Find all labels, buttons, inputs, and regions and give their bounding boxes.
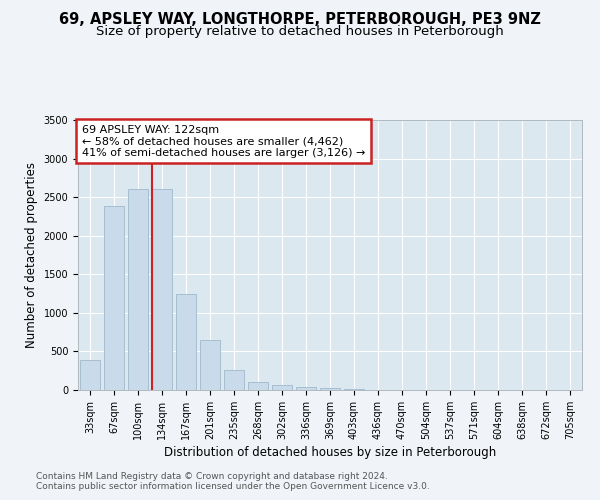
Bar	[272, 386, 292, 390]
Bar	[128, 188, 148, 390]
Text: Contains HM Land Registry data © Crown copyright and database right 2024.: Contains HM Land Registry data © Crown c…	[36, 472, 388, 481]
Bar	[200, 340, 220, 390]
Bar	[104, 206, 124, 390]
Bar	[296, 386, 316, 390]
Bar	[152, 188, 172, 390]
Bar	[248, 382, 268, 390]
Bar	[320, 388, 340, 390]
X-axis label: Distribution of detached houses by size in Peterborough: Distribution of detached houses by size …	[164, 446, 496, 459]
Text: 69, APSLEY WAY, LONGTHORPE, PETERBOROUGH, PE3 9NZ: 69, APSLEY WAY, LONGTHORPE, PETERBOROUGH…	[59, 12, 541, 28]
Text: Contains public sector information licensed under the Open Government Licence v3: Contains public sector information licen…	[36, 482, 430, 491]
Text: 69 APSLEY WAY: 122sqm
← 58% of detached houses are smaller (4,462)
41% of semi-d: 69 APSLEY WAY: 122sqm ← 58% of detached …	[82, 124, 365, 158]
Bar	[344, 389, 364, 390]
Bar	[176, 294, 196, 390]
Y-axis label: Number of detached properties: Number of detached properties	[25, 162, 38, 348]
Bar	[224, 370, 244, 390]
Bar	[80, 360, 100, 390]
Text: Size of property relative to detached houses in Peterborough: Size of property relative to detached ho…	[96, 25, 504, 38]
